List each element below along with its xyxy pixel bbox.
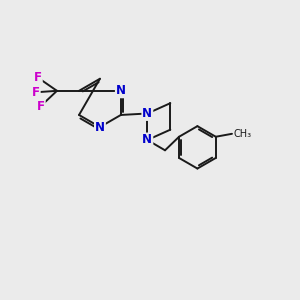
Text: F: F bbox=[34, 71, 42, 84]
Text: F: F bbox=[32, 86, 40, 99]
Text: F: F bbox=[37, 100, 45, 112]
Text: N: N bbox=[95, 121, 105, 134]
Text: N: N bbox=[142, 107, 152, 120]
Text: N: N bbox=[142, 134, 152, 146]
Text: N: N bbox=[116, 84, 126, 97]
Text: CH₃: CH₃ bbox=[233, 129, 252, 139]
